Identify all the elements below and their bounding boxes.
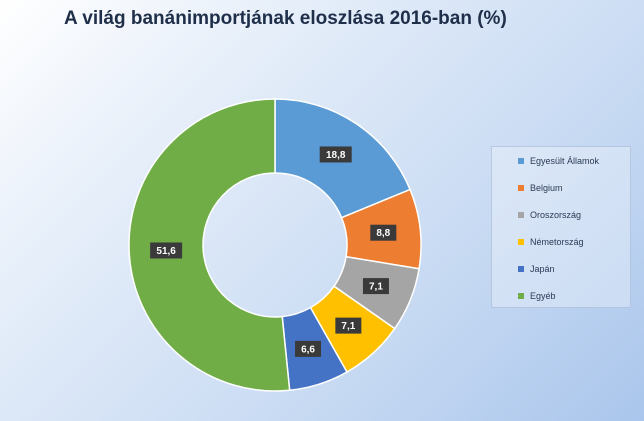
data-label-egyeb: 51,6 [150,242,183,259]
legend-swatch [518,293,524,299]
svg-text:18,8: 18,8 [326,150,346,161]
svg-text:7,1: 7,1 [341,321,355,332]
data-label-japan: 6,6 [295,340,322,357]
svg-text:6,6: 6,6 [301,344,315,355]
legend-label: Japán [530,264,555,274]
data-label-egyesult-allamok: 18,8 [319,146,352,163]
legend-item-egyeb: Egyéb [518,289,556,303]
legend-item-oroszorszag: Oroszország [518,208,581,222]
legend-item-nemetorszag: Németország [518,235,584,249]
svg-text:8,8: 8,8 [376,228,390,239]
legend-item-egyesult-allamok: Egyesült Államok [518,154,599,168]
legend-swatch [518,266,524,272]
data-label-oroszorszag: 7,1 [362,278,389,295]
legend-label: Egyesült Államok [530,156,600,166]
legend-swatch [518,239,524,245]
legend-label: Németország [530,237,584,247]
legend-label: Belgium [530,183,563,193]
svg-text:7,1: 7,1 [369,282,383,293]
data-label-nemetorszag: 7,1 [335,317,362,334]
data-label-belgium: 8,8 [370,224,397,241]
legend-item-japan: Japán [518,262,555,276]
svg-text:51,6: 51,6 [156,246,176,257]
legend: Egyesült Államok Belgium Oroszország Németo… [491,146,631,308]
legend-label: Oroszország [530,210,582,220]
legend-label: Egyéb [530,291,556,301]
chart-title: A világ banánimportjának eloszlása 2016-… [64,8,507,29]
legend-swatch [518,185,524,191]
legend-swatch [518,212,524,218]
legend-swatch [518,158,524,164]
legend-item-belgium: Belgium [518,181,563,195]
slice-egyeb [128,98,291,392]
